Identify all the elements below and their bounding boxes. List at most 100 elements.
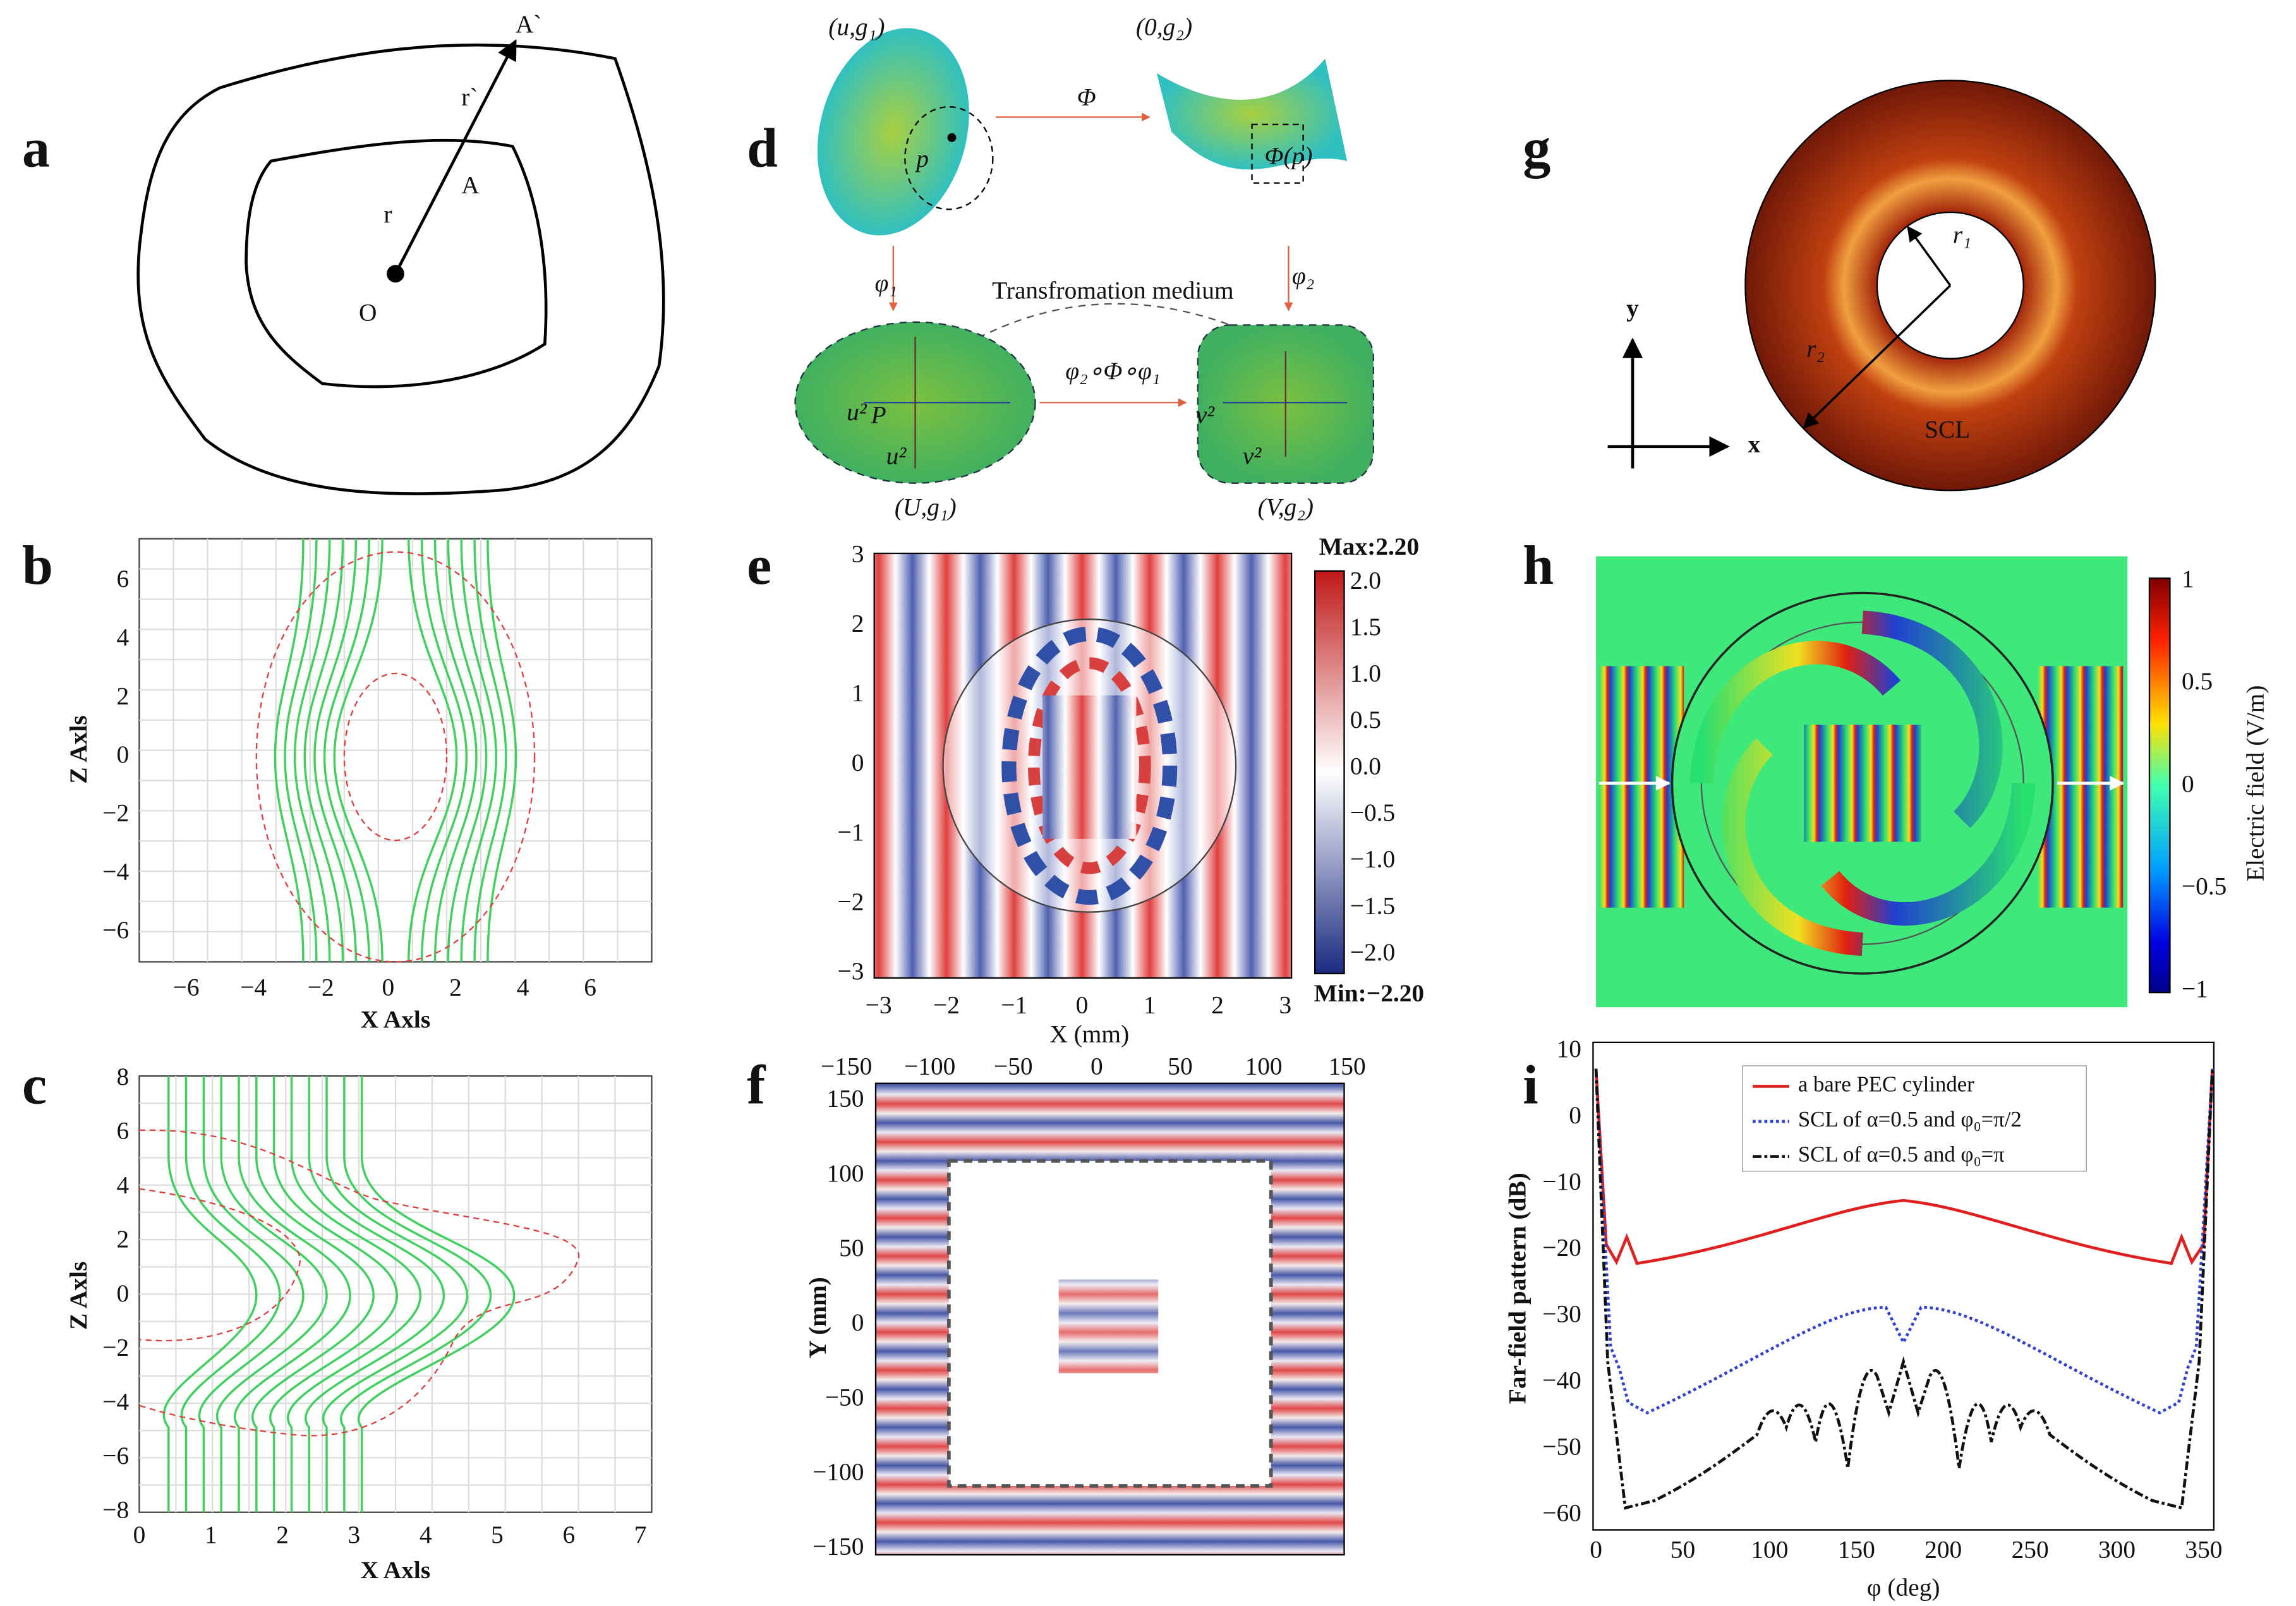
x-tick-label: 350 xyxy=(2185,1535,2222,1563)
x-tick-label: 6 xyxy=(584,973,596,1001)
y-tick-label: 3 xyxy=(852,540,864,568)
boundary xyxy=(255,551,536,963)
field-line xyxy=(486,538,517,962)
x-tick-label: 1 xyxy=(205,1521,217,1549)
x-tick-label: 0 xyxy=(382,973,395,1001)
field-line xyxy=(215,1076,328,1512)
panel-label: i xyxy=(1523,1055,1538,1116)
colorbar-label: 0 xyxy=(2182,770,2194,797)
panel-f-field xyxy=(874,1082,1345,1556)
y-tick-label: −20 xyxy=(1542,1234,1581,1262)
diagram-label: Φ xyxy=(1077,83,1096,111)
field-line xyxy=(233,1076,351,1512)
shape xyxy=(1042,695,1137,839)
diagram-label: (V,g₂) xyxy=(1258,493,1314,521)
y-tick-label: 10 xyxy=(1557,1035,1581,1063)
panel-label: f xyxy=(747,1055,766,1116)
y-tick-label: 6 xyxy=(117,565,130,593)
y-tick-label: −4 xyxy=(102,1387,129,1415)
y-tick-label: −6 xyxy=(102,916,129,944)
shape xyxy=(1001,626,1178,905)
shape xyxy=(136,43,665,495)
y-tick-label: 0 xyxy=(852,749,864,776)
field-line xyxy=(358,1076,516,1512)
x-tick-label: 1 xyxy=(1144,991,1156,1018)
diagram-label: (U,g₁) xyxy=(895,493,957,521)
x-tick-label: −100 xyxy=(904,1053,955,1080)
x-tick-label: 150 xyxy=(1838,1535,1875,1563)
x-axis-label: X Axls xyxy=(361,1556,431,1584)
y-tick-label: 0 xyxy=(1569,1101,1581,1129)
shape xyxy=(1058,1279,1159,1374)
x-tick-label: 2 xyxy=(449,973,462,1001)
field-line xyxy=(269,1076,398,1512)
field-line xyxy=(433,538,478,962)
x-tick-label: 0 xyxy=(1091,1053,1103,1080)
field-line xyxy=(198,1076,305,1512)
diagram-label: u² xyxy=(847,398,867,426)
field-line xyxy=(340,1076,492,1512)
panel-d-diagram xyxy=(794,28,1375,484)
colorbar-label: Min:−2.20 xyxy=(1314,979,1424,1007)
point-label: A` xyxy=(516,10,542,38)
field-line xyxy=(251,1076,375,1512)
field-line xyxy=(313,538,358,962)
point-label: A xyxy=(461,171,480,199)
shape xyxy=(1907,226,1952,286)
diagram-label: φ₁ xyxy=(874,269,897,297)
colorbar-label: −1.0 xyxy=(1350,845,1395,873)
x-tick-label: 4 xyxy=(420,1521,432,1549)
panel-label: h xyxy=(1523,535,1554,596)
field-line xyxy=(447,538,488,962)
y-tick-label: −50 xyxy=(825,1383,864,1411)
x-axis-label: X Axls xyxy=(361,1005,431,1033)
x-tick-label: 250 xyxy=(2012,1535,2049,1563)
x-tick-label: −1 xyxy=(1001,991,1027,1018)
colorbar-label: −0.5 xyxy=(1350,799,1395,826)
y-tick-label: 0 xyxy=(117,1279,130,1307)
diagram-label: Φ(p) xyxy=(1265,142,1313,169)
y-tick-label: 2 xyxy=(852,610,864,637)
y-tick-label: −50 xyxy=(1542,1433,1581,1461)
panel-h-colorbar xyxy=(2148,577,2171,994)
colorbar-title: Electric field (V/m) xyxy=(2242,685,2269,881)
x-tick-label: 50 xyxy=(1671,1535,1695,1563)
diagram-label: φ₂∘Φ∘φ₁ xyxy=(1065,357,1160,385)
panel-i-plot xyxy=(1592,1041,2215,1531)
field-line xyxy=(303,538,344,962)
point-label: r` xyxy=(461,83,478,111)
diagram-label: p xyxy=(914,145,929,172)
legend-label: SCL of α=0.5 and φ₀=π xyxy=(1798,1142,2005,1167)
diagram-label: v² xyxy=(1243,442,1262,469)
y-tick-label: −2 xyxy=(102,799,129,827)
diagram-label: x xyxy=(1748,430,1760,458)
panel-e-field xyxy=(874,553,1292,978)
diagram-label: r₂ xyxy=(1806,335,1825,363)
y-tick-label: −30 xyxy=(1542,1300,1581,1328)
shape xyxy=(1156,58,1348,170)
x-axis-label: φ (deg) xyxy=(1867,1574,1940,1602)
point-label: r xyxy=(384,200,392,228)
diagram-label: (u,g₁) xyxy=(828,13,885,40)
diagram-label: v² xyxy=(1196,401,1215,428)
field-line xyxy=(473,538,507,962)
panel-label: a xyxy=(22,118,50,179)
panel-e-frame xyxy=(873,552,1293,979)
y-tick-label: 0 xyxy=(117,740,130,768)
colorbar-label: 0.5 xyxy=(1350,706,1381,734)
field-line xyxy=(274,538,305,962)
y-tick-label: −100 xyxy=(813,1458,864,1485)
diagram-label: SCL xyxy=(1924,416,1970,444)
shape xyxy=(1803,284,1952,429)
x-tick-label: 4 xyxy=(517,973,529,1001)
field-line xyxy=(323,538,370,962)
x-axis-label: X (mm) xyxy=(1049,1020,1129,1048)
shape xyxy=(817,28,969,236)
x-tick-label: 0 xyxy=(1590,1535,1602,1563)
colorbar-label: 1 xyxy=(2182,565,2194,593)
y-tick-label: −4 xyxy=(102,857,129,885)
y-tick-label: 1 xyxy=(852,679,864,707)
shape xyxy=(966,303,1274,345)
shape xyxy=(394,39,517,275)
y-tick-label: 0 xyxy=(852,1308,864,1336)
